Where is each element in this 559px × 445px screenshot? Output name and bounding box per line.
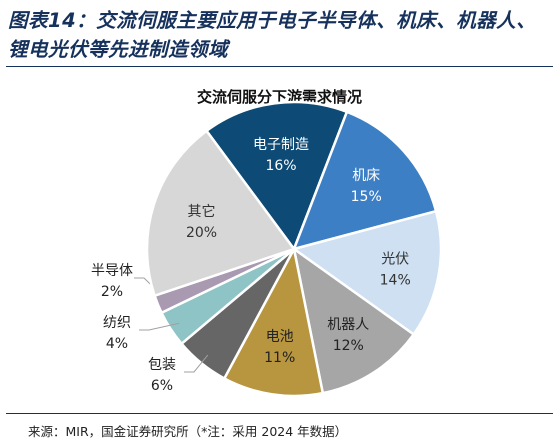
title-divider	[6, 66, 553, 67]
slice-value-other: 20%	[186, 225, 217, 241]
pie-slice-electronics	[205, 100, 349, 251]
slice-value-machine-tool: 15%	[351, 189, 382, 205]
slice-label-photovoltaic: 光伏	[381, 251, 409, 267]
slice-label-electronics: 电子制造	[253, 137, 309, 153]
source-note: 来源：MIR，国金证券研究所（*注：采用 2024 年数据）	[28, 424, 348, 439]
pie-slice-robot	[292, 247, 415, 395]
slice-label-other: 其它	[188, 203, 216, 220]
slice-label-robot: 机器人	[327, 317, 369, 333]
pie-slice-machine-tool	[292, 110, 438, 251]
slice-label-textile: 纺织	[103, 315, 131, 331]
slice-label-packaging: 包装	[148, 357, 176, 373]
slice-value-photovoltaic: 14%	[380, 272, 411, 288]
slice-label-machine-tool: 机床	[352, 168, 380, 184]
slice-value-battery: 11%	[264, 350, 295, 366]
footer-divider	[6, 413, 553, 414]
leader-line-textile	[139, 322, 180, 331]
slice-value-electronics: 16%	[265, 158, 296, 174]
figure-title: 图表14：交流伺服主要应用于电子半导体、机床、机器人、锂电光伏等先进制造领域	[8, 9, 537, 61]
leader-line-packaging	[184, 354, 209, 373]
chart-title: 交流伺服分下游需求情况	[196, 88, 362, 106]
slice-label-battery: 电池	[266, 329, 294, 345]
slice-label-semiconductor: 半导体	[91, 263, 133, 279]
slice-value-semiconductor: 2%	[101, 284, 123, 300]
pie-slice-battery	[223, 247, 325, 398]
slice-value-packaging: 6%	[151, 378, 173, 394]
pie-slice-photovoltaic	[292, 209, 443, 336]
pie-slice-other	[145, 129, 296, 297]
slice-value-robot: 12%	[333, 338, 364, 354]
slice-value-textile: 4%	[106, 336, 128, 352]
